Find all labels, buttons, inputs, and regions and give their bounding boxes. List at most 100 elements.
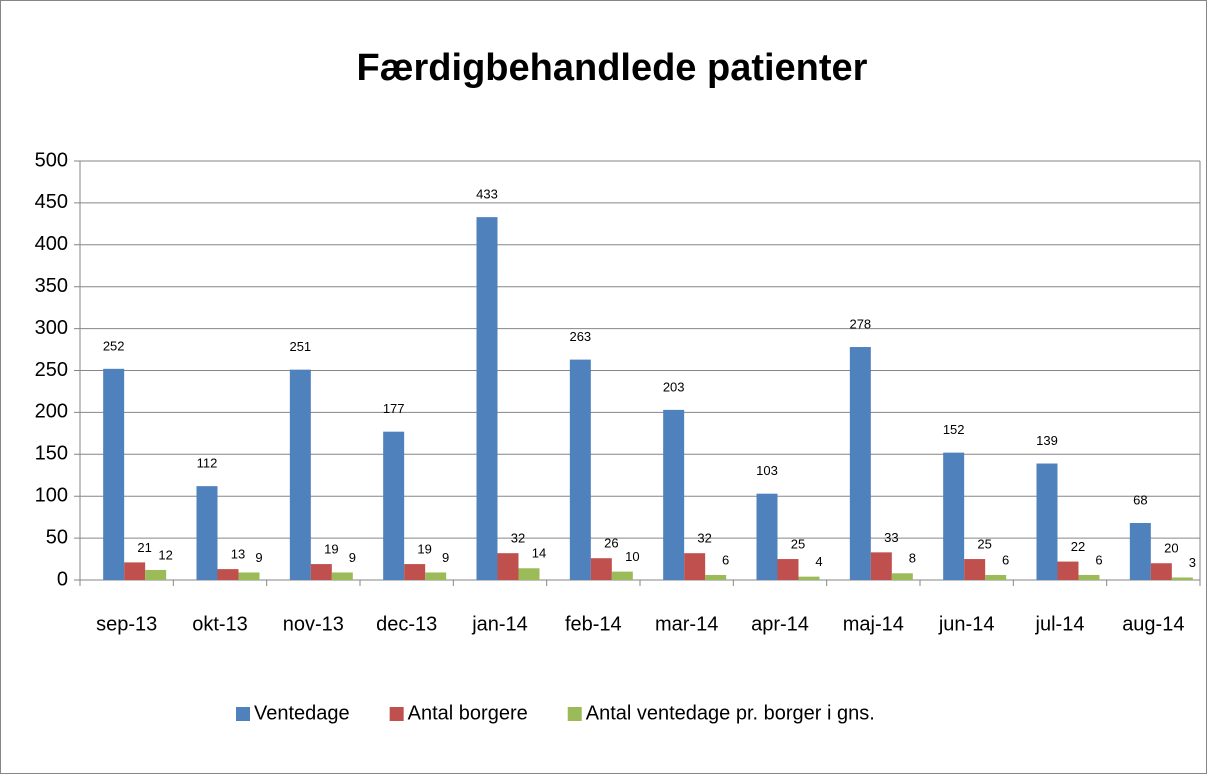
value-label: 19 (417, 542, 431, 557)
y-tick-label: 350 (35, 275, 68, 297)
legend-swatch (389, 707, 404, 721)
value-label: 112 (197, 456, 218, 471)
value-label: 6 (722, 552, 729, 567)
bar (569, 359, 591, 580)
value-label: 21 (137, 540, 151, 555)
legend-label: Ventedage (254, 702, 350, 724)
value-label: 13 (231, 547, 245, 562)
x-tick-label: jul-14 (1035, 613, 1085, 635)
bar (383, 431, 405, 580)
bar (103, 368, 125, 580)
y-tick-label: 50 (46, 526, 68, 548)
bar (145, 569, 167, 580)
bar (497, 553, 519, 580)
bar (870, 552, 892, 580)
x-tick-label: maj-14 (843, 613, 904, 635)
value-label: 26 (604, 536, 618, 551)
legend-swatch (567, 707, 582, 721)
value-label: 103 (756, 463, 778, 478)
value-label: 19 (324, 542, 338, 557)
bar (196, 486, 218, 580)
bar (1171, 577, 1193, 580)
value-label: 20 (1164, 541, 1178, 556)
value-label: 6 (1095, 552, 1102, 567)
y-tick-label: 300 (35, 317, 68, 339)
bar (425, 572, 447, 580)
value-label: 22 (1071, 539, 1085, 554)
x-tick-label: aug-14 (1122, 613, 1184, 635)
value-label: 3 (1189, 555, 1196, 570)
value-label: 9 (442, 550, 449, 565)
bar (590, 558, 612, 580)
bar (663, 409, 685, 580)
bar (705, 574, 727, 580)
x-tick-label: apr-14 (751, 613, 809, 635)
bar (964, 559, 986, 580)
y-tick-label: 200 (35, 401, 68, 423)
value-label: 25 (977, 536, 991, 551)
bar (404, 564, 426, 580)
value-label: 10 (625, 549, 639, 564)
value-label: 14 (532, 546, 546, 561)
bar (310, 564, 332, 580)
value-label: 251 (289, 339, 311, 354)
x-tick-label: feb-14 (565, 613, 622, 635)
legend-swatch (236, 707, 250, 721)
chart-title: Færdigbehandlede patienter (357, 47, 868, 89)
value-label: 203 (663, 379, 685, 394)
bar (985, 574, 1007, 580)
value-label: 33 (884, 530, 898, 545)
y-tick-label: 500 (35, 149, 68, 171)
value-label: 252 (103, 338, 125, 353)
x-tick-label: okt-13 (192, 613, 248, 635)
y-tick-label: 250 (35, 359, 68, 381)
bar (1036, 463, 1058, 580)
bar (1150, 563, 1172, 580)
value-label: 139 (1036, 433, 1058, 448)
value-label: 12 (158, 547, 172, 562)
x-tick-label: jan-14 (471, 613, 528, 635)
bar (331, 572, 353, 580)
y-tick-label: 100 (35, 484, 68, 506)
bar (1078, 574, 1100, 580)
bar (798, 576, 820, 580)
value-label: 6 (1002, 552, 1009, 567)
value-label: 433 (476, 187, 498, 202)
value-label: 9 (349, 550, 356, 565)
legend-label: Antal borgere (408, 702, 528, 724)
bar (217, 569, 239, 580)
bar (289, 369, 311, 580)
y-tick-label: 0 (57, 568, 68, 590)
y-tick-label: 400 (35, 233, 68, 255)
value-label: 263 (569, 329, 591, 344)
bar (238, 572, 260, 580)
value-label: 278 (849, 316, 871, 331)
value-label: 68 (1133, 492, 1147, 507)
bar (611, 571, 633, 580)
value-label: 4 (815, 554, 822, 569)
y-tick-label: 450 (35, 191, 68, 213)
bar (124, 562, 146, 580)
value-label: 32 (697, 531, 711, 546)
y-tick-label: 150 (35, 443, 68, 465)
bar (849, 347, 871, 580)
bar (777, 559, 799, 580)
value-label: 152 (943, 422, 965, 437)
bar (518, 568, 540, 580)
value-label: 25 (791, 536, 805, 551)
x-tick-label: nov-13 (283, 613, 344, 635)
bar (476, 217, 498, 580)
value-label: 9 (255, 550, 262, 565)
bar (1057, 561, 1079, 580)
value-label: 32 (511, 531, 525, 546)
bar (1129, 523, 1151, 580)
bar (756, 493, 778, 580)
bar (684, 553, 706, 580)
legend-label: Antal ventedage pr. borger i gns. (586, 702, 875, 724)
x-tick-label: dec-13 (376, 613, 437, 635)
x-tick-label: jun-14 (938, 613, 995, 635)
bar (943, 452, 965, 580)
value-label: 177 (383, 401, 405, 416)
